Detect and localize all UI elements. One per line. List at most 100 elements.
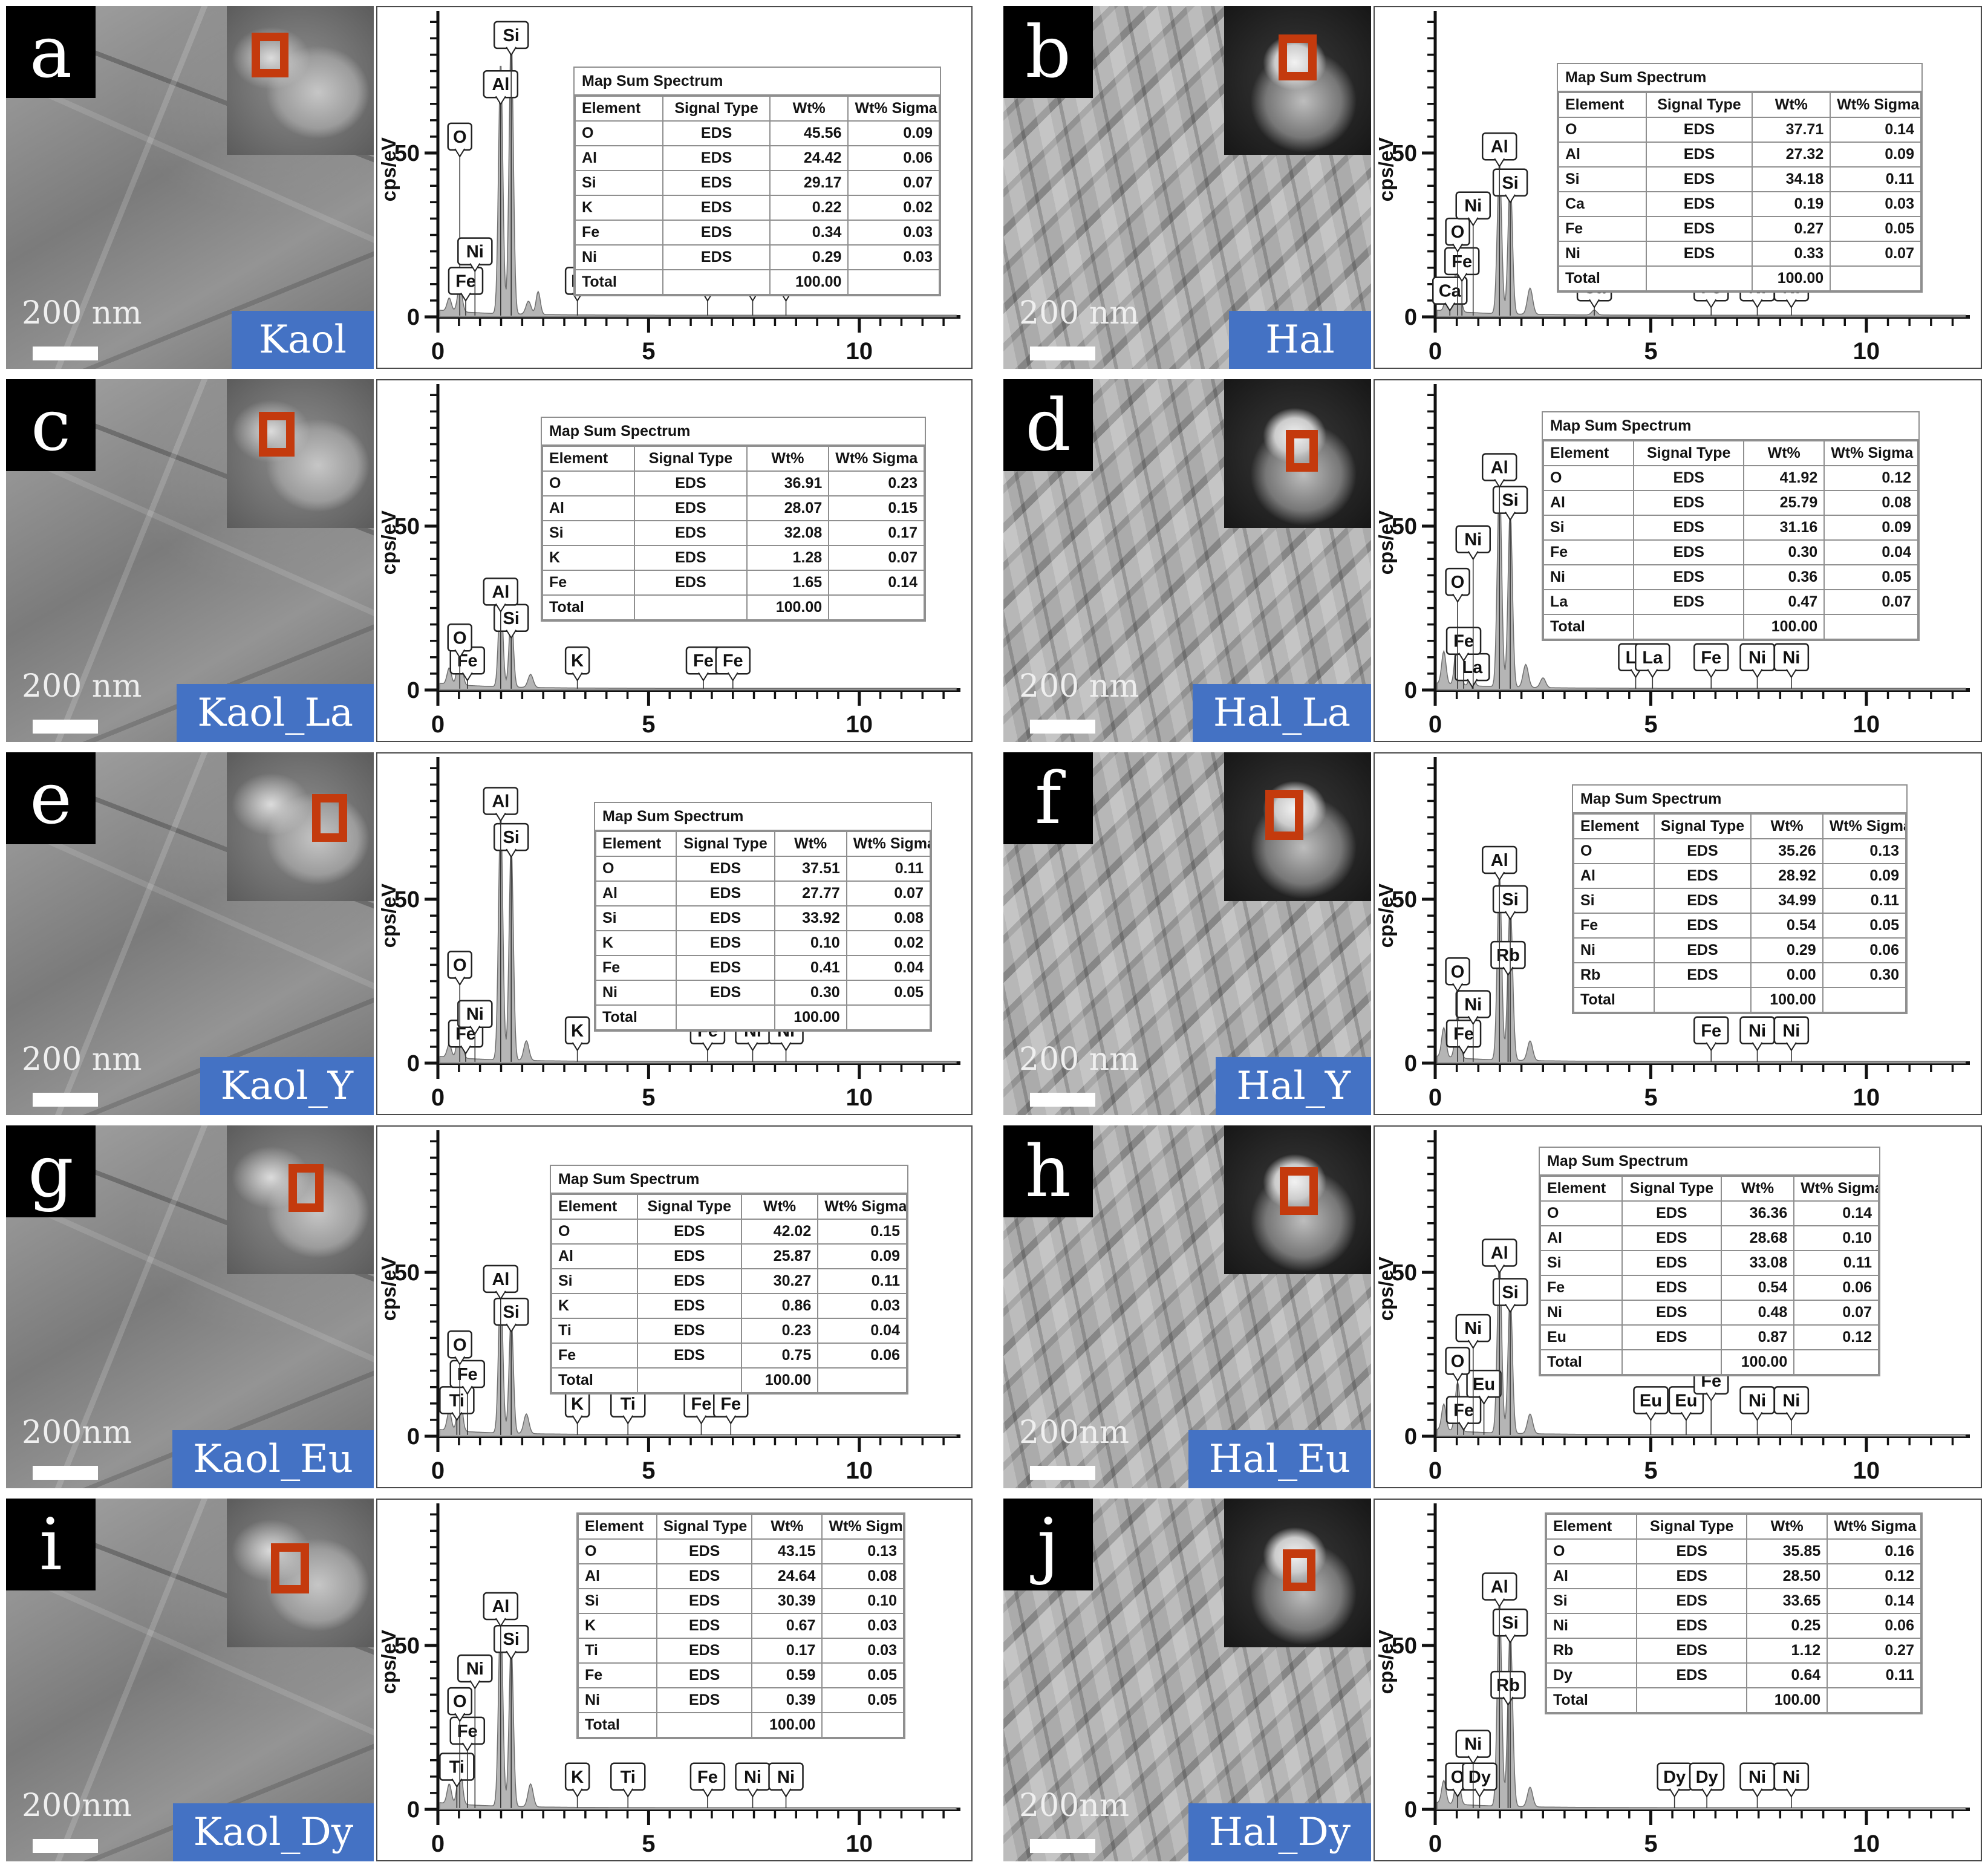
table-cell: EDS [1633, 490, 1745, 516]
sample-label: Kaol_Y [200, 1057, 374, 1115]
x-tick-label: 5 [642, 1831, 655, 1857]
sem-inset [226, 379, 374, 528]
table-cell: O [578, 1538, 657, 1564]
table-cell: 27.77 [774, 880, 847, 906]
table-cell: 30.27 [740, 1268, 819, 1294]
eds-region-marker-icon [1278, 34, 1317, 80]
peak-label-ti: Ti [439, 1753, 475, 1808]
eds-region-marker-icon [1285, 429, 1318, 472]
table-cell: 0.03 [821, 1613, 904, 1639]
table-cell: 0.11 [1830, 166, 1921, 192]
eds-chart-g: 0 50 0 5 10 cps/eV Ti Fe O Si Al K Ti Fe Fe Map Sum Sp… [376, 1125, 973, 1488]
table-header-cell: Wt% [1746, 1514, 1828, 1540]
x-tick-label: 5 [1644, 711, 1657, 738]
peak-label-dy: Dy [1462, 1762, 1498, 1808]
scale-bar [33, 1093, 98, 1107]
scale-bar-label: 200nm [22, 1414, 132, 1451]
table-cell: EDS [1636, 1538, 1748, 1564]
table-cell: Ti [578, 1638, 657, 1664]
table-cell: 0.33 [1752, 241, 1831, 267]
table-cell: 35.26 [1750, 838, 1823, 864]
sample-label: Hal [1229, 311, 1371, 369]
table-cell: 0.03 [847, 244, 940, 270]
peak-label-al: Al [1481, 1238, 1517, 1435]
table-cell: 0.25 [1746, 1613, 1828, 1639]
svg-text:Ni: Ni [1464, 1319, 1482, 1338]
table-cell: Si [595, 905, 677, 931]
table-header-cell: Wt% Sigma [828, 446, 925, 472]
peak-label-fe: Fe [713, 1389, 749, 1435]
panel-letter: d [1025, 383, 1071, 467]
table-cell [847, 269, 940, 295]
table-cell: 0.03 [847, 220, 940, 246]
table-row: O EDS 37.51 0.11 [595, 856, 931, 882]
panel-letter: h [1025, 1130, 1071, 1213]
scale-bar [1030, 1466, 1095, 1480]
table-cell: 0.29 [769, 244, 849, 270]
peak-label-eu: Eu [1466, 1370, 1502, 1435]
table-cell: Ni [1542, 564, 1635, 590]
svg-text:Fe: Fe [1453, 1401, 1474, 1421]
peak-label-k: K [564, 1762, 590, 1808]
table-cell: Fe [1540, 1275, 1623, 1301]
table-header-cell: Element [551, 1194, 638, 1220]
table-row: Fe EDS 0.34 0.03 [574, 220, 940, 246]
y-tick-label: 50 [394, 514, 420, 539]
table-header-cell: Element [1545, 1514, 1638, 1540]
scale-bar [1030, 1093, 1095, 1107]
table-cell [1830, 265, 1921, 291]
table-row: Fe EDS 0.27 0.05 [1558, 216, 1921, 242]
peak-label-al: Al [483, 1264, 519, 1435]
table-row: Total 100.00 [1558, 265, 1921, 291]
table-row: Fe EDS 0.54 0.05 [1573, 913, 1907, 939]
svg-text:Ni: Ni [1782, 1768, 1800, 1787]
spectrum-curve [439, 1284, 957, 1437]
peak-label-ti: Ti [610, 1762, 646, 1808]
peak-label-al: Al [1481, 845, 1517, 1062]
panel-letter: e [30, 757, 72, 840]
peak-label-ni: Ni [1739, 643, 1775, 689]
table-cell: 0.14 [1827, 1588, 1921, 1614]
peak-label-si: Si [1492, 885, 1528, 1062]
x-tick-label: 0 [1429, 1457, 1442, 1484]
svg-text:Ni: Ni [744, 1768, 761, 1787]
peak-label-o: O [447, 1330, 472, 1435]
table-header-cell: Wt% Sigma [817, 1194, 907, 1220]
peak-label-o: O [1445, 217, 1470, 316]
x-tick-label: 10 [1853, 338, 1880, 365]
spectrum-curve [1436, 165, 1966, 317]
peak-label-al: Al [483, 70, 519, 316]
table-row: Ni EDS 0.29 0.03 [574, 244, 940, 270]
sample-label: Hal_La [1192, 684, 1371, 742]
sem-inset [226, 1125, 374, 1274]
table-row: Al EDS 28.68 0.10 [1540, 1225, 1879, 1251]
table-row: Total 100.00 [551, 1367, 907, 1393]
eds-table-title: Map Sum Spectrum [1540, 1148, 1879, 1176]
table-cell: 25.79 [1743, 490, 1825, 516]
peak-label-si: Si [1492, 1278, 1528, 1435]
table-cell: EDS [1621, 1200, 1722, 1226]
peak-label-si: Si [493, 1624, 529, 1808]
x-tick-label: 10 [846, 1457, 873, 1484]
table-cell: 0.07 [828, 545, 925, 571]
scale-bar-label: 200 nm [22, 668, 142, 705]
svg-text:Al: Al [492, 1270, 509, 1289]
table-cell: 0.27 [1827, 1638, 1921, 1664]
table-cell: Al [541, 495, 636, 521]
y-tick-label: 0 [407, 1424, 420, 1450]
peak-label-fe: Fe [1445, 627, 1482, 689]
table-cell: 0.03 [817, 1293, 907, 1319]
table-cell: 100.00 [746, 594, 830, 620]
table-cell: Si [541, 520, 636, 546]
table-cell: Rb [1545, 1638, 1638, 1664]
peak-label-al: Al [1481, 1572, 1517, 1808]
peak-label-o: O [447, 951, 472, 1062]
table-cell: 0.12 [1827, 1563, 1921, 1589]
table-cell: EDS [662, 120, 771, 146]
table-row: Si EDS 33.08 0.11 [1540, 1250, 1879, 1276]
peak-label-ni: Ni [1455, 1313, 1491, 1435]
table-cell [656, 1712, 753, 1738]
